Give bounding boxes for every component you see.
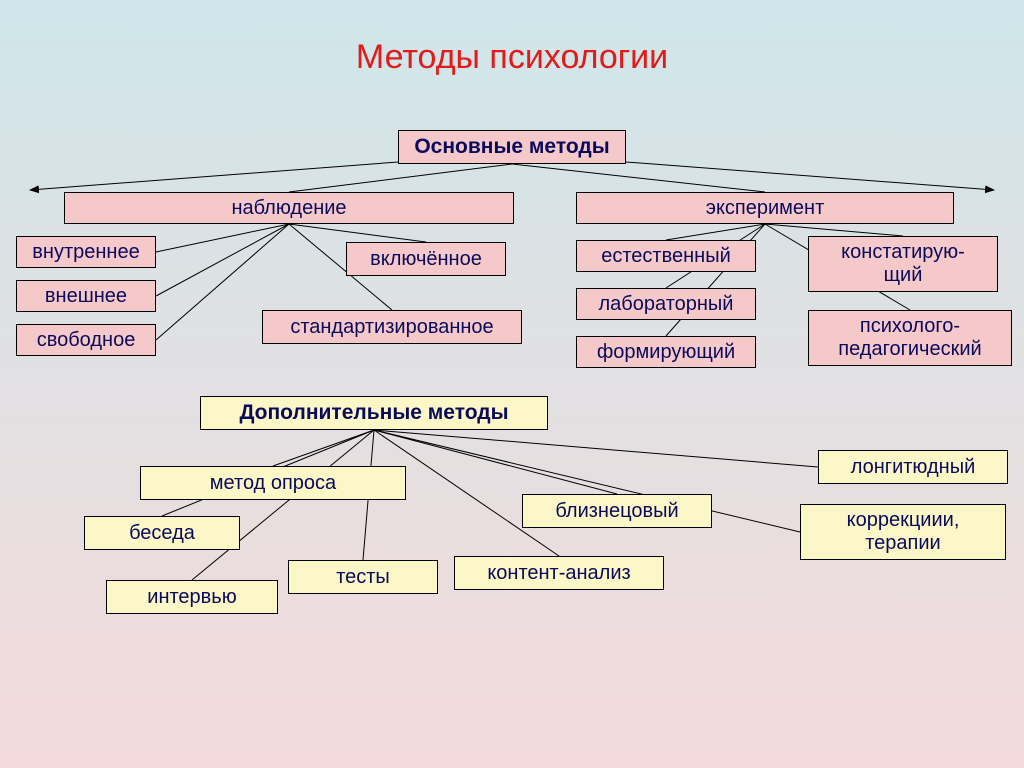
node-exp: эксперимент	[576, 192, 954, 224]
node-exp_form: формирующий	[576, 336, 756, 368]
node-corr: коррекциии,терапии	[800, 504, 1006, 560]
node-obs: наблюдение	[64, 192, 514, 224]
connector-layer	[0, 0, 1024, 768]
node-tests: тесты	[288, 560, 438, 594]
node-obs_std: стандартизированное	[262, 310, 522, 344]
node-exp_lab: лабораторный	[576, 288, 756, 320]
node-interview: интервью	[106, 580, 278, 614]
node-extra: Дополнительные методы	[200, 396, 548, 430]
node-twin: близнецовый	[522, 494, 712, 528]
diagram-stage: Методы психологии Основные методы наблюде…	[0, 0, 1024, 768]
node-exp_nat: естественный	[576, 240, 756, 272]
node-obs_free: свободное	[16, 324, 156, 356]
node-obs_incl: включённое	[346, 242, 506, 276]
node-long: лонгитюдный	[818, 450, 1008, 484]
node-obs_inner: внутреннее	[16, 236, 156, 268]
node-content: контент-анализ	[454, 556, 664, 590]
page-title: Методы психологии	[0, 38, 1024, 77]
node-exp_const: констатирую-щий	[808, 236, 998, 292]
node-obs_outer: внешнее	[16, 280, 156, 312]
node-exp_pp: психолого-педагогический	[808, 310, 1012, 366]
node-talk: беседа	[84, 516, 240, 550]
node-survey: метод опроса	[140, 466, 406, 500]
node-main: Основные методы	[398, 130, 626, 164]
